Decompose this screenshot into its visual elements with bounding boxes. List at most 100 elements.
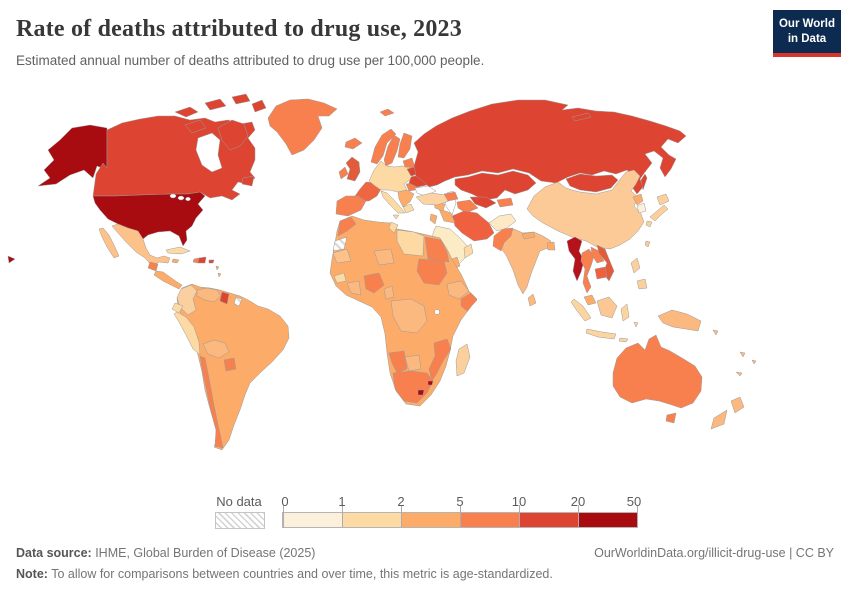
country-pacific-island-3[interactable]: [751, 359, 757, 365]
country-south-korea[interactable]: [636, 202, 647, 214]
country-russia[interactable]: [413, 99, 687, 195]
country-pacific-island-2[interactable]: [739, 351, 746, 358]
country-chile[interactable]: [199, 355, 224, 449]
country-new-zealand-north[interactable]: [730, 396, 745, 414]
country-namibia[interactable]: [388, 350, 408, 374]
country-bolivia[interactable]: [202, 339, 230, 359]
country-canada-arctic-2[interactable]: [204, 98, 227, 111]
country-taiwan[interactable]: [644, 240, 651, 248]
country-philippines-luzon[interactable]: [630, 257, 641, 274]
country-greenland[interactable]: [267, 98, 338, 156]
country-canada-baffin[interactable]: [217, 119, 249, 151]
country-sudan[interactable]: [416, 258, 448, 286]
region-baltics[interactable]: [402, 157, 416, 169]
region-caucasus[interactable]: [443, 191, 459, 202]
country-myanmar[interactable]: [566, 236, 585, 282]
country-peru[interactable]: [173, 311, 201, 356]
country-mexico-baja[interactable]: [98, 227, 120, 259]
country-western-sahara-nodata[interactable]: [332, 236, 348, 252]
country-norway[interactable]: [370, 128, 397, 165]
country-australia-tasmania[interactable]: [665, 412, 677, 424]
country-indonesia-java[interactable]: [585, 328, 617, 340]
country-jordan-israel[interactable]: [429, 213, 438, 225]
country-cambodia[interactable]: [594, 266, 608, 280]
country-pacific-island-4[interactable]: [735, 371, 743, 377]
country-japan-hokkaido[interactable]: [656, 193, 670, 206]
country-russia-novaya-zemlya[interactable]: [571, 112, 592, 122]
country-japan-kyushu[interactable]: [645, 220, 653, 228]
country-italy[interactable]: [380, 190, 406, 214]
country-morocco[interactable]: [337, 216, 357, 237]
country-hawaii[interactable]: [7, 255, 16, 264]
country-indonesia-sumatra[interactable]: [570, 298, 592, 322]
country-uk[interactable]: [345, 156, 361, 182]
region-guinea[interactable]: [333, 272, 347, 284]
country-iceland[interactable]: [344, 137, 363, 150]
country-iran[interactable]: [451, 210, 495, 242]
country-alaska[interactable]: [37, 124, 108, 187]
country-mongolia[interactable]: [565, 173, 619, 193]
legend-bin-3[interactable]: [460, 513, 519, 527]
country-drc[interactable]: [390, 298, 428, 334]
country-turkmenistan[interactable]: [456, 199, 479, 214]
country-indonesia-sulawesi[interactable]: [620, 303, 630, 322]
country-oman[interactable]: [463, 243, 474, 259]
legend-bin-2[interactable]: [401, 513, 460, 527]
country-tunisia[interactable]: [388, 221, 399, 234]
legend-bin-0[interactable]: [283, 513, 342, 527]
no-data-swatch[interactable]: [215, 512, 265, 529]
country-ethiopia[interactable]: [446, 280, 470, 300]
country-svalbard[interactable]: [379, 108, 395, 117]
country-eswatini[interactable]: [427, 380, 434, 386]
country-french-guiana-nodata[interactable]: [233, 296, 243, 307]
owid-logo[interactable]: Our World in Data: [773, 10, 841, 57]
country-canada-arctic-3[interactable]: [231, 93, 251, 105]
country-new-guinea[interactable]: [657, 309, 702, 332]
region-ghana-gulf-of-guinea[interactable]: [346, 280, 362, 296]
country-lesotho[interactable]: [417, 389, 425, 396]
country-mozambique[interactable]: [428, 338, 452, 382]
country-iraq[interactable]: [438, 208, 456, 224]
country-indonesia-borneo[interactable]: [596, 296, 618, 319]
country-canada-arctic-4[interactable]: [251, 99, 267, 113]
country-uzbekistan[interactable]: [469, 196, 497, 209]
country-finland[interactable]: [397, 132, 413, 159]
country-vietnam[interactable]: [596, 244, 615, 282]
country-greece[interactable]: [402, 203, 415, 214]
legend-bin-1[interactable]: [342, 513, 401, 527]
country-new-zealand-south[interactable]: [710, 409, 728, 430]
country-kyrgyzstan-tajikistan[interactable]: [496, 197, 514, 208]
country-indonesia-lesser-sunda[interactable]: [618, 337, 629, 343]
country-paraguay[interactable]: [223, 357, 237, 372]
country-libya[interactable]: [396, 229, 425, 257]
country-egypt[interactable]: [424, 236, 450, 263]
country-nepal[interactable]: [521, 231, 536, 240]
country-niger[interactable]: [373, 248, 395, 266]
country-turkey[interactable]: [415, 192, 450, 206]
country-bangladesh[interactable]: [546, 241, 556, 251]
country-venezuela[interactable]: [196, 287, 222, 303]
country-kazakhstan[interactable]: [454, 170, 537, 201]
country-sweden[interactable]: [383, 134, 401, 167]
country-philippines-mindanao[interactable]: [636, 278, 648, 290]
country-russia-sakhalin[interactable]: [640, 173, 648, 191]
country-botswana[interactable]: [404, 354, 422, 372]
country-guyana[interactable]: [219, 291, 230, 305]
country-china[interactable]: [526, 169, 645, 250]
country-canada-arctic-1[interactable]: [174, 106, 199, 118]
country-spain-portugal[interactable]: [335, 195, 367, 217]
country-malaysia[interactable]: [583, 294, 597, 306]
country-mexico[interactable]: [111, 223, 171, 267]
country-dominican-republic[interactable]: [197, 256, 207, 264]
country-somalia[interactable]: [460, 292, 478, 312]
owid-link[interactable]: OurWorldinData.org/illicit-drug-use | CC…: [594, 546, 834, 560]
region-balkans[interactable]: [397, 189, 415, 208]
country-cuba[interactable]: [165, 246, 191, 255]
country-thailand[interactable]: [580, 248, 595, 294]
country-italy-sicily[interactable]: [392, 214, 400, 220]
country-north-korea[interactable]: [632, 193, 644, 206]
country-india[interactable]: [499, 228, 552, 295]
country-japan-honshu[interactable]: [649, 204, 669, 222]
legend-bin-4[interactable]: [519, 513, 578, 527]
